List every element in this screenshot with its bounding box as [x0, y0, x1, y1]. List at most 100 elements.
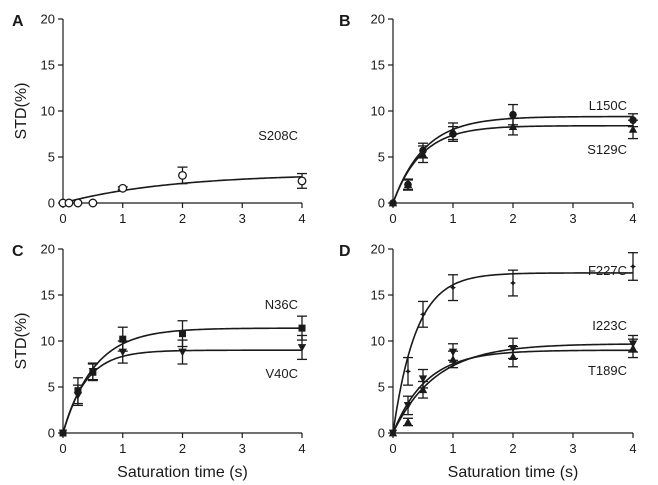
panel-letter: C: [12, 243, 24, 260]
y-tick-label: 20: [41, 12, 55, 27]
panel-letter: D: [339, 243, 351, 260]
x-tick-label: 4: [629, 211, 636, 226]
data-point: [628, 344, 638, 352]
fit-curve: [392, 124, 633, 204]
x-axis-title: Saturation time (s): [448, 464, 579, 481]
data-point: [118, 183, 128, 193]
x-tick-label: 1: [449, 441, 456, 456]
x-tick-label: 0: [59, 441, 66, 456]
data-point: [418, 375, 428, 383]
x-tick-label: 3: [569, 441, 576, 456]
series-label: V40C: [265, 366, 298, 381]
data-point: [448, 355, 458, 363]
data-point: [418, 385, 428, 394]
panel-b: B 0 5 10 15 20 0 1 2 3 4 L150C S129C: [339, 12, 638, 226]
data-point: [630, 263, 636, 270]
x-tick-label: 1: [449, 211, 456, 226]
data-point: [88, 198, 98, 208]
data-point: [178, 170, 187, 180]
data-point: [179, 330, 186, 338]
panel-c: C 0 5 10 15 20 0 1 2 3 4 STD(%) Saturation time (s) N…: [12, 242, 307, 481]
y-tick-label: 5: [378, 150, 385, 165]
y-axis-title: STD(%): [13, 83, 30, 140]
x-tick-label: 0: [389, 211, 396, 226]
data-point: [298, 324, 306, 332]
data-point: [508, 122, 518, 130]
data-point: [388, 198, 398, 207]
x-tick-label: 2: [179, 211, 186, 226]
y-tick-label: 15: [371, 58, 385, 73]
data-point: [73, 391, 83, 400]
data-point: [118, 348, 127, 357]
panel-d: D 0 5 10 15 20 0 1 2 3 4 Saturation time (s) F227C I2…: [339, 242, 638, 481]
x-tick-label: 3: [569, 211, 576, 226]
y-tick-label: 15: [371, 288, 385, 303]
x-tick-label: 2: [509, 441, 516, 456]
y-tick-label: 5: [378, 380, 385, 395]
data-point: [509, 110, 517, 119]
y-tick-label: 20: [371, 12, 385, 27]
panel-a: A 0 5 10 15 20 0 1 2 3 4 STD(%) S208C: [12, 12, 307, 226]
y-tick-label: 0: [48, 426, 55, 441]
x-tick-label: 3: [239, 211, 246, 226]
y-tick-label: 5: [48, 380, 55, 395]
x-tick-label: 1: [119, 211, 126, 226]
x-tick-label: 2: [179, 441, 186, 456]
data-point: [405, 368, 411, 375]
data-point: [628, 125, 638, 133]
x-tick-label: 3: [239, 441, 246, 456]
y-tick-label: 5: [48, 150, 55, 165]
series-f227c: F227C: [390, 252, 638, 436]
data-point: [450, 284, 456, 291]
data-point: [73, 198, 83, 208]
series-s129c: S129C: [388, 117, 638, 207]
data-point: [403, 180, 413, 188]
series-label: I223C: [592, 318, 627, 333]
x-tick-label: 4: [629, 441, 636, 456]
series-v40c: V40C: [58, 334, 307, 438]
x-axis-title: Saturation time (s): [117, 464, 248, 481]
data-point: [510, 280, 516, 287]
y-tick-label: 10: [41, 334, 55, 349]
x-tick-label: 2: [509, 211, 516, 226]
data-point: [88, 368, 98, 376]
series-s208c: S208C: [58, 128, 307, 208]
panel-letter: B: [339, 13, 351, 30]
y-tick-label: 20: [41, 242, 55, 257]
data-point: [119, 335, 127, 343]
series-label: L150C: [589, 98, 627, 113]
series-t189c: T189C: [388, 338, 638, 437]
data-point: [448, 127, 458, 135]
data-point: [297, 344, 307, 352]
data-point: [418, 150, 428, 158]
data-point: [58, 429, 68, 438]
y-tick-label: 10: [41, 104, 55, 119]
data-point: [508, 352, 518, 360]
x-tick-label: 1: [119, 441, 126, 456]
series-label: T189C: [588, 363, 627, 378]
y-tick-label: 15: [41, 58, 55, 73]
series-label: F227C: [588, 263, 627, 278]
data-point: [388, 428, 398, 437]
x-tick-label: 4: [298, 211, 305, 226]
y-tick-label: 10: [371, 104, 385, 119]
x-tick-label: 4: [298, 441, 305, 456]
series-label: S129C: [587, 142, 627, 157]
y-tick-label: 0: [48, 196, 55, 211]
series-label: N36C: [265, 297, 298, 312]
x-tick-label: 0: [59, 211, 66, 226]
x-tick-label: 0: [389, 441, 396, 456]
y-tick-label: 0: [378, 196, 385, 211]
data-point: [178, 348, 187, 357]
panel-letter: A: [12, 13, 24, 30]
y-tick-label: 0: [378, 426, 385, 441]
y-tick-label: 10: [371, 334, 385, 349]
data-point: [403, 417, 413, 426]
y-tick-label: 15: [41, 288, 55, 303]
data-point: [64, 198, 74, 208]
data-point: [297, 176, 307, 186]
series-label: S208C: [258, 128, 298, 143]
data-point: [403, 402, 413, 410]
y-tick-label: 20: [371, 242, 385, 257]
